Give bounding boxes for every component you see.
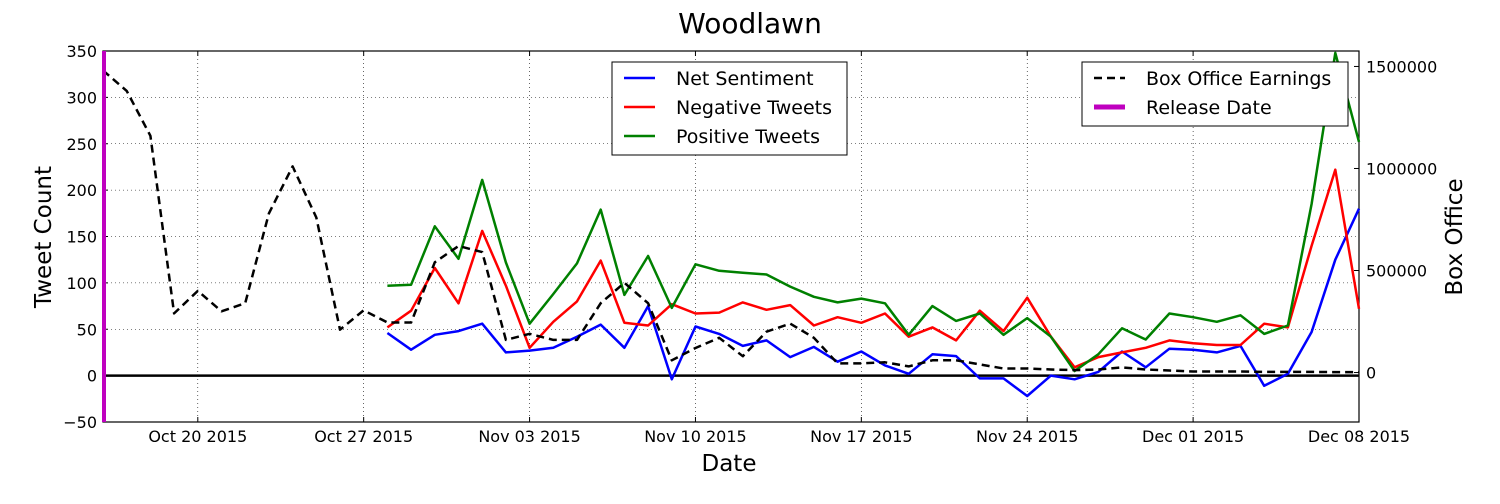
legend-right-box (1081, 61, 1349, 127)
x-tick-label: Oct 20 2015 (148, 427, 247, 446)
tick-labels: Oct 20 2015 Oct 27 2015 Nov 03 2015 Nov 10 … (63, 42, 1437, 446)
y-tick-label: 350 (66, 42, 97, 61)
y-tick-label: 200 (66, 181, 97, 200)
x-tick-label: Nov 17 2015 (810, 427, 912, 446)
y-tick-label: 0 (87, 367, 97, 386)
y-right-tick-label: 0 (1366, 364, 1376, 383)
x-tick-label: Nov 24 2015 (976, 427, 1078, 446)
x-tick-label: Oct 27 2015 (314, 427, 413, 446)
x-tick-label: Dec 01 2015 (1142, 427, 1244, 446)
y-tick-label: −50 (63, 413, 97, 432)
chart-title: Woodlawn (678, 7, 822, 40)
y-right-tick-label: 500000 (1366, 262, 1427, 281)
legend-label-box-office: Box Office Earnings (1146, 68, 1331, 90)
series-line-box-office-earnings (102, 69, 1359, 374)
x-axis-label: Date (702, 451, 757, 477)
legend-label-release-date: Release Date (1146, 97, 1272, 119)
y-tick-label: 250 (66, 135, 97, 154)
legend-label-negative-tweets: Negative Tweets (676, 97, 832, 119)
series-line-negative-tweets (386, 168, 1361, 369)
series-line-net-sentiment (386, 208, 1361, 398)
series-line-positive-tweets (387, 51, 1361, 373)
x-tick-label: Nov 03 2015 (478, 427, 580, 446)
y-right-tick-label: 1500000 (1366, 57, 1437, 76)
x-tick-label: Nov 10 2015 (644, 427, 746, 446)
y-tick-label: 300 (66, 88, 97, 107)
y-axis-label-left: Tweet Count (31, 166, 57, 309)
x-tick-label: Dec 08 2015 (1308, 427, 1410, 446)
y-right-tick-label: 1000000 (1366, 159, 1437, 178)
y-tick-label: 150 (66, 228, 97, 247)
series-layer (102, 51, 1361, 422)
legend-left: Net Sentiment Negative Tweets Positive T… (611, 61, 848, 156)
y-tick-label: 50 (77, 320, 97, 339)
legend-label-net-sentiment: Net Sentiment (676, 68, 814, 90)
legend-right: Box Office Earnings Release Date (1081, 61, 1349, 127)
y-tick-label: 100 (66, 274, 97, 293)
y-axis-label-right: Box Office (1442, 178, 1468, 295)
legend-label-positive-tweets: Positive Tweets (676, 126, 820, 148)
